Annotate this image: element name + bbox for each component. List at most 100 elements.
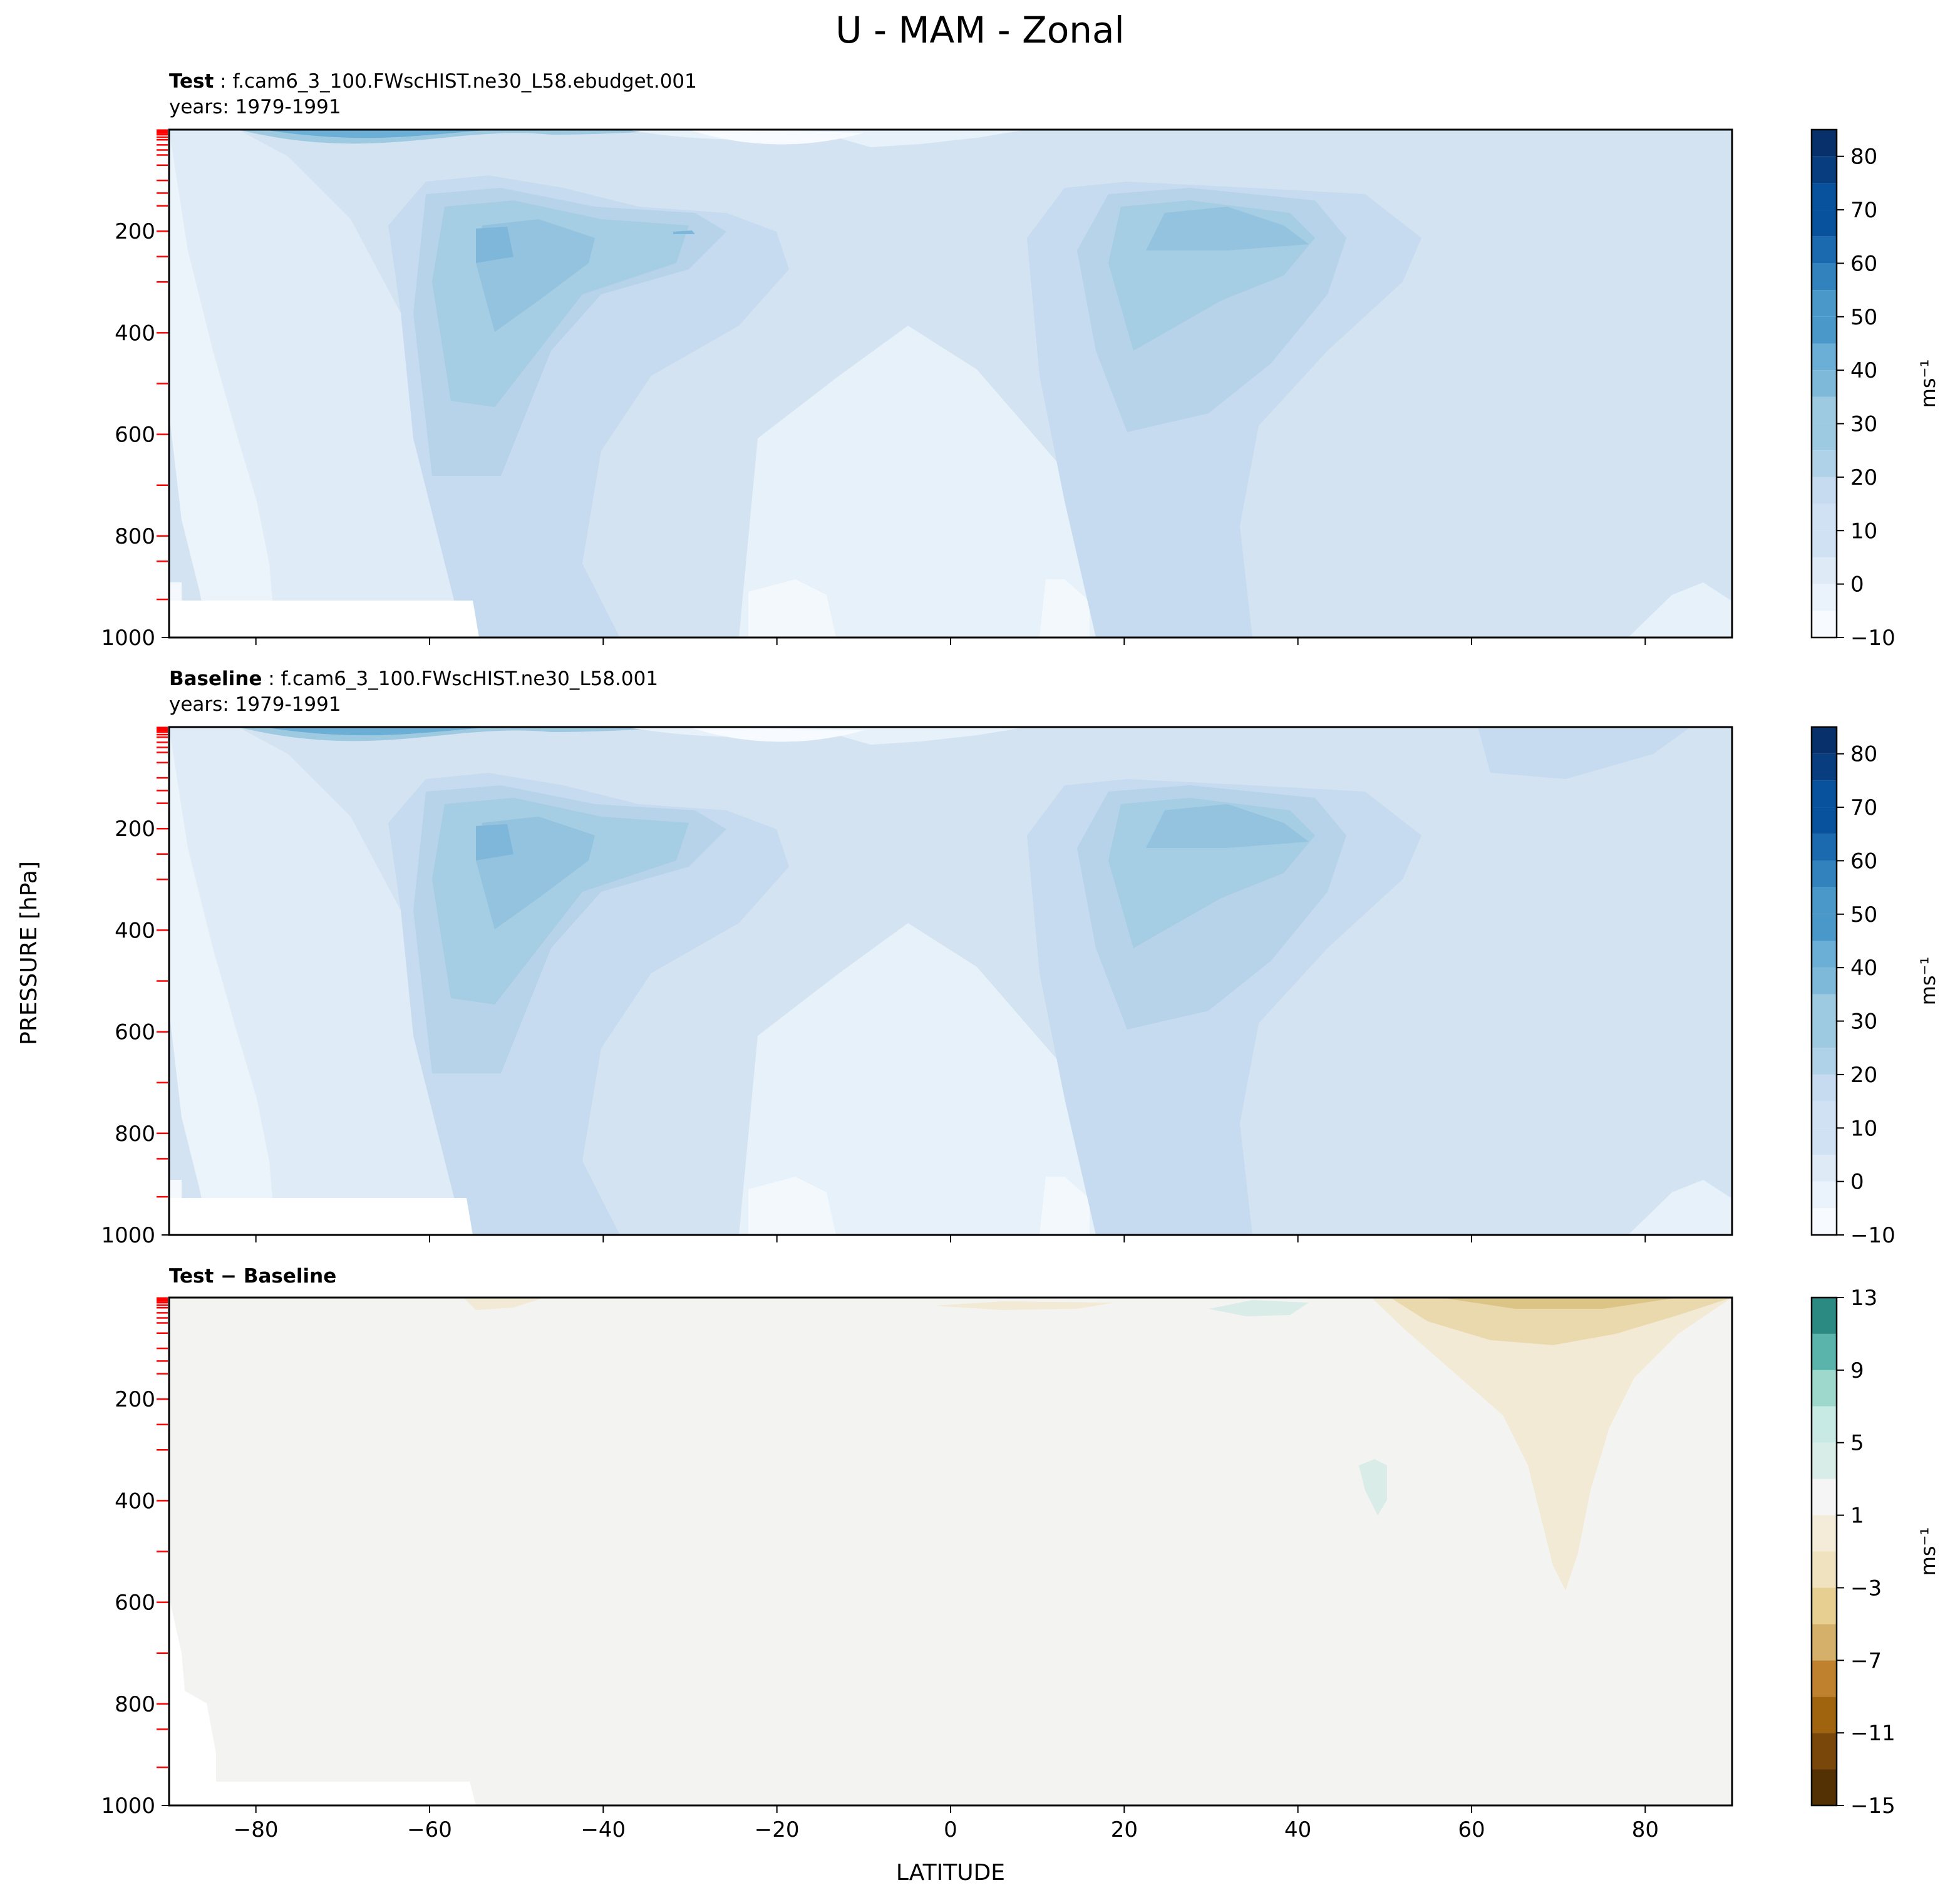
- colorbar-tick-label: −7: [1850, 1648, 1882, 1673]
- colorbar-segment: [1812, 210, 1837, 237]
- x-axis-label: LATITUDE: [896, 1860, 1005, 1886]
- y-tick-label: 200: [115, 1387, 155, 1412]
- colorbar-segment: [1812, 1696, 1837, 1733]
- y-tick-label: 600: [115, 423, 155, 448]
- panel-test-label-case: : f.cam6_3_100.FWscHIST.ne30_L58.ebudget…: [214, 70, 697, 93]
- y-tick-label: 800: [115, 1692, 155, 1717]
- colorbar-segment: [1812, 1733, 1837, 1770]
- colorbar-tick-label: 80: [1850, 742, 1877, 767]
- x-tick-label: 40: [1284, 1817, 1311, 1842]
- colorbar-segment: [1812, 584, 1837, 611]
- colorbar-segment: [1812, 887, 1837, 914]
- colorbar-segment: [1812, 316, 1837, 344]
- contour-fills: [169, 727, 1732, 1235]
- y-tick-label: 800: [115, 524, 155, 549]
- colorbar-segment: [1812, 1624, 1837, 1661]
- panel-baseline: [169, 727, 1732, 1235]
- colorbar-segment: [1812, 1208, 1837, 1222]
- colorbar-tick-label: 20: [1850, 1063, 1877, 1088]
- colorbar-segment: [1812, 1333, 1837, 1370]
- colorbar-segment: [1812, 780, 1837, 808]
- panel-difference: [169, 1298, 1732, 1805]
- figure-title: U - MAM - Zonal: [835, 9, 1125, 51]
- colorbar-segment: [1812, 753, 1837, 781]
- colorbar-tick-label: 1: [1850, 1504, 1864, 1529]
- colorbar-segment: [1812, 1074, 1837, 1102]
- y-tick-label: 1000: [101, 626, 155, 651]
- colorbar-segment: [1812, 1442, 1837, 1479]
- colorbar-tick-label: 13: [1850, 1286, 1877, 1311]
- colorbar-segment: [1812, 860, 1837, 888]
- colorbar-segment: [1812, 1588, 1837, 1624]
- colorbar-segment: [1812, 450, 1837, 477]
- colorbar-segment: [1812, 423, 1837, 451]
- colorbar-tick-label: 0: [1850, 1170, 1864, 1195]
- x-tick-label: −60: [407, 1817, 452, 1842]
- colorbar-segment: [1812, 807, 1837, 834]
- panel-baseline-years: years: 1979-1991: [169, 693, 341, 716]
- colorbar-segment: [1812, 1021, 1837, 1048]
- colorbar-segment: [1812, 503, 1837, 531]
- x-tick-label: −40: [580, 1817, 626, 1842]
- x-tick-label: 20: [1111, 1817, 1138, 1842]
- colorbar-segment: [1812, 1406, 1837, 1443]
- colorbar-tick-label: −15: [1850, 1794, 1896, 1819]
- colorbar-segment: [1812, 968, 1837, 994]
- panel-baseline-label: Baseline : f.cam6_3_100.FWscHIST.ne30_L5…: [169, 668, 658, 690]
- y-tick-label: 800: [115, 1122, 155, 1147]
- panel-test-label: Test : f.cam6_3_100.FWscHIST.ne30_L58.eb…: [169, 70, 697, 93]
- colorbar-segment: [1812, 1128, 1837, 1155]
- colorbar-segment: [1812, 1370, 1837, 1407]
- colorbar-segment: [1812, 1660, 1837, 1697]
- colorbar-tick-label: 40: [1850, 956, 1877, 981]
- panel-baseline-label-bold: Baseline: [169, 668, 262, 690]
- colorbar-segment: [1812, 557, 1837, 584]
- colorbar-tick-label: 50: [1850, 902, 1877, 927]
- colorbar-tick-label: −10: [1850, 1223, 1896, 1248]
- contour-fills: [169, 130, 1732, 638]
- colorbar-segment: [1812, 183, 1837, 210]
- x-tick-label: −20: [755, 1817, 800, 1842]
- colorbar-tick-label: 70: [1850, 198, 1877, 223]
- colorbar-segment: [1812, 1298, 1837, 1334]
- colorbar-tick-label: 40: [1850, 358, 1877, 383]
- colorbar-tick-label: 30: [1850, 1009, 1877, 1035]
- colorbar-segment: [1812, 1101, 1837, 1128]
- colorbar-segment: [1812, 263, 1837, 291]
- y-tick-label: 400: [115, 321, 155, 346]
- colorbar-label: ms⁻¹: [1916, 957, 1940, 1006]
- colorbar-tick-label: 60: [1850, 849, 1877, 874]
- colorbar-segment: [1812, 1769, 1837, 1805]
- colorbar-tick-label: 30: [1850, 412, 1877, 437]
- panel-baseline-label-case: : f.cam6_3_100.FWscHIST.ne30_L58.001: [262, 668, 659, 690]
- colorbar-label: ms⁻¹: [1916, 359, 1940, 408]
- y-tick-label: 1000: [101, 1223, 155, 1248]
- colorbar-segment: [1812, 914, 1837, 941]
- colorbar-tick-label: −10: [1850, 626, 1896, 651]
- colorbar-tick-label: 50: [1850, 305, 1877, 330]
- y-tick-label: 600: [115, 1020, 155, 1045]
- contour-fills: [169, 1298, 1732, 1805]
- x-tick-label: −80: [234, 1817, 279, 1842]
- colorbar-segment: [1812, 370, 1837, 397]
- colorbar-tick-label: 60: [1850, 251, 1877, 276]
- x-tick-label: 60: [1458, 1817, 1485, 1842]
- y-tick-label: 400: [115, 918, 155, 943]
- colorbar-segment: [1812, 611, 1837, 624]
- colorbar-segment: [1812, 624, 1837, 638]
- colorbar-segment: [1812, 727, 1837, 754]
- panel-difference-label-bold: Test − Baseline: [169, 1265, 337, 1288]
- y-tick-label: 400: [115, 1489, 155, 1514]
- x-tick-label: 80: [1632, 1817, 1659, 1842]
- y-tick-label: 600: [115, 1591, 155, 1616]
- colorbar-segment: [1812, 1154, 1837, 1182]
- panel-test: [169, 130, 1732, 638]
- colorbar-tick-label: 10: [1850, 1116, 1877, 1141]
- colorbar-segment: [1812, 156, 1837, 183]
- colorbar-tick-label: 0: [1850, 572, 1864, 597]
- colorbar-segment: [1812, 834, 1837, 861]
- panel-test-years: years: 1979-1991: [169, 96, 341, 118]
- colorbar-segment: [1812, 530, 1837, 557]
- colorbar-tick-label: 70: [1850, 795, 1877, 820]
